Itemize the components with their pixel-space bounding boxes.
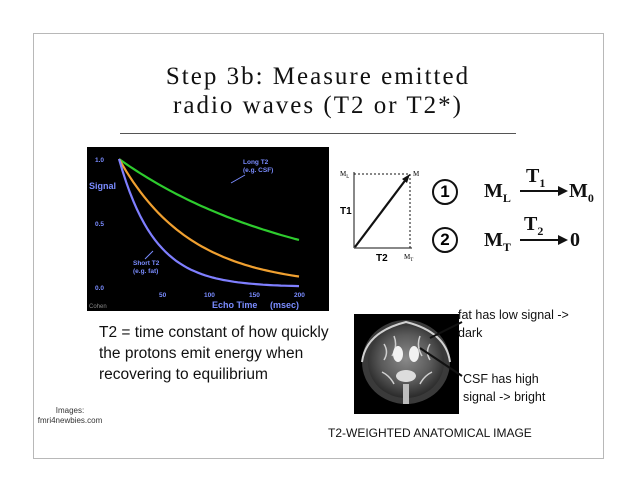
t1-label: T1 [340,206,352,217]
ml-sub: L [346,175,349,180]
svg-text:ML: ML [340,170,349,180]
y-tick-label: 0.0 [95,285,104,292]
step-2-circle: 2 [432,227,458,253]
decay-curve-3 [117,158,300,288]
slide-frame [33,33,604,459]
eq1-arrow-line [520,190,560,192]
eq1-arrow-label: T1 [526,165,545,191]
ml-label: M [340,170,347,178]
eq1-to-text: M [569,180,588,202]
eq1-to: M0 [569,180,594,206]
image-credit: Images: fmri4newbies.com [37,406,103,425]
eq1-label-sub: 1 [539,176,546,190]
t2-decay-chart: Signal Echo Time (msec) Cohen Long T2 (e… [87,147,329,311]
title-line-2: radio waves (T2 or T2*) [173,92,463,119]
short-t2-label-1: Short T2 [133,260,160,267]
eq1-from-text: M [484,180,503,202]
csf-rim [361,320,451,363]
x-axis-label: Echo Time [212,300,257,310]
x-tick-label: 50 [159,292,167,299]
x-tick-label: 150 [249,292,260,299]
y-axis-label: Signal [89,181,116,191]
eq1-to-sub: 0 [587,191,594,205]
x-axis-unit: (msec) [270,300,299,310]
chart-watermark: Cohen [89,304,107,310]
eq2-label-sub: 2 [537,224,544,238]
vector-diagram-svg: ML M MT T1 T2 [340,170,420,264]
t2-weighted-mri-image [354,314,459,414]
eq1-from: ML [484,180,511,206]
long-t2-pointer [230,174,246,184]
eq2-arrow-line [520,239,560,241]
step-1-circle: 1 [432,179,458,205]
decay-curve-1 [118,158,300,241]
short-t2-label-2: (e.g. fat) [133,268,158,275]
magnetization-vector-diagram: ML M MT T1 T2 [334,166,426,271]
slide-title: Step 3b: Measure emitted radio waves (T2… [120,62,516,120]
eq2-arrow-head [558,235,568,245]
y-tick-label: 1.0 [95,157,104,164]
eq1-arrow-head [558,186,568,196]
csf-note: CSF has high signal -> bright [463,372,546,404]
eq2-from-sub: T [502,240,511,254]
mt-sub: T [410,258,413,263]
third-ventricle [396,370,416,382]
short-t2-pointer [144,250,154,260]
right-ventricle [409,346,419,362]
mri-svg [361,320,451,404]
mt-label: M [404,253,411,261]
eq2-from: MT [484,229,511,255]
long-t2-label-2: (e.g. CSF) [243,167,273,174]
title-line-1: Step 3b: Measure emitted [165,63,471,90]
m-label: M [413,170,420,178]
vector-arrowhead [402,174,410,183]
magnetization-vector [354,177,408,248]
svg-text:MT: MT [404,253,413,263]
title-divider [120,133,516,134]
decay-curve-2 [118,158,300,278]
x-tick-label: 100 [204,292,215,299]
eq2-to: 0 [570,229,580,251]
eq2-from-text: M [484,229,503,251]
left-ventricle [393,346,403,362]
t2-label: T2 [376,253,388,264]
t2-description: T2 = time constant of how quickly the pr… [99,324,329,383]
eq1-from-sub: L [502,191,511,205]
x-tick-label: 200 [294,292,305,299]
long-t2-label-1: Long T2 [243,159,269,166]
fat-note: fat has low signal -> dark [458,308,569,340]
brainstem [403,384,409,404]
chart-svg: Signal Echo Time (msec) Cohen Long T2 (e… [89,157,305,310]
brain [368,326,444,398]
eq2-label-text: T [524,213,538,235]
eq2-arrow-label: T2 [524,213,543,239]
mri-caption: T2-WEIGHTED ANATOMICAL IMAGE [328,426,532,440]
y-tick-label: 0.5 [95,221,104,228]
eq1-label-text: T [526,165,540,187]
